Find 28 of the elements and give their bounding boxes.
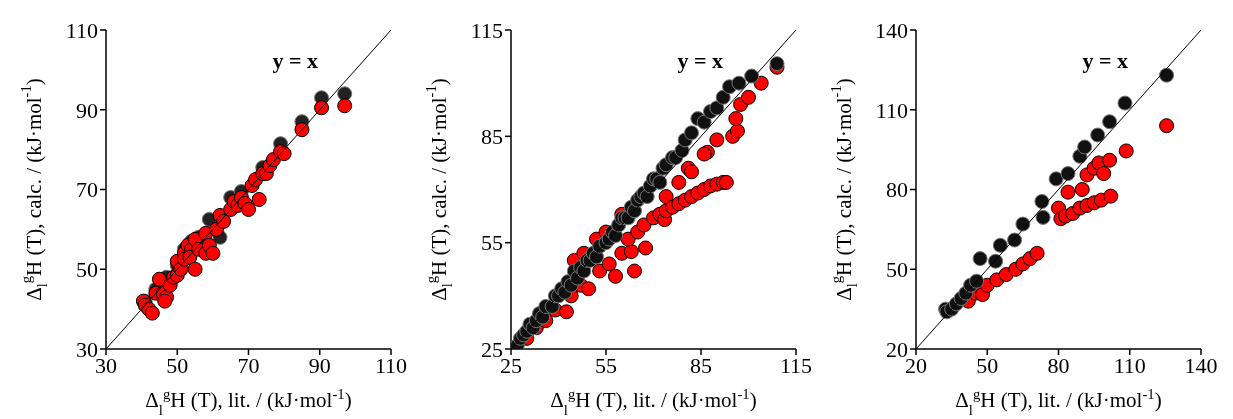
x-tick-label: 80 [1047, 352, 1070, 378]
y-tick-label: 140 [875, 17, 908, 43]
y-tick-label: 70 [76, 177, 98, 203]
x-tick-label: 110 [374, 352, 408, 378]
x-tick-label: 85 [690, 352, 712, 378]
y-tick-label: 50 [76, 257, 98, 283]
x-tick-label: 50 [166, 352, 189, 378]
x-tick-label: 55 [595, 352, 617, 378]
y-tick-label: 85 [481, 124, 503, 150]
annotation: y = x [1082, 48, 1128, 74]
x-axis-title: Δ$_{l}$$^{g}$H (T), lit. / (kJ·mol$^{-1}$) [550, 386, 757, 418]
annotation: y = x [272, 48, 318, 74]
x-tick-label: 115 [779, 352, 813, 378]
x-tick-label: 140 [1184, 352, 1218, 378]
annotation: y = x [677, 48, 723, 74]
y-tick-label: 55 [481, 230, 503, 256]
x-axis-title: Δ$_{l}$$^{g}$H (T), lit. / (kJ·mol$^{-1}$) [955, 386, 1162, 418]
x-axis-title: Δ$_{l}$$^{g}$H (T), lit. / (kJ·mol$^{-1}$) [145, 386, 352, 418]
y-tick-label: 50 [886, 257, 908, 283]
y-tick-label: 110 [875, 97, 908, 123]
y-tick-label: 110 [65, 17, 98, 43]
x-tick-label: 110 [1113, 352, 1146, 378]
y-tick-label: 115 [470, 17, 503, 43]
x-tick-label: 50 [976, 352, 999, 378]
y-tick-label: 90 [76, 97, 98, 123]
x-tick-label: 70 [237, 352, 260, 378]
x-tick-label: 90 [308, 352, 331, 378]
y-tick-label: 80 [886, 177, 908, 203]
